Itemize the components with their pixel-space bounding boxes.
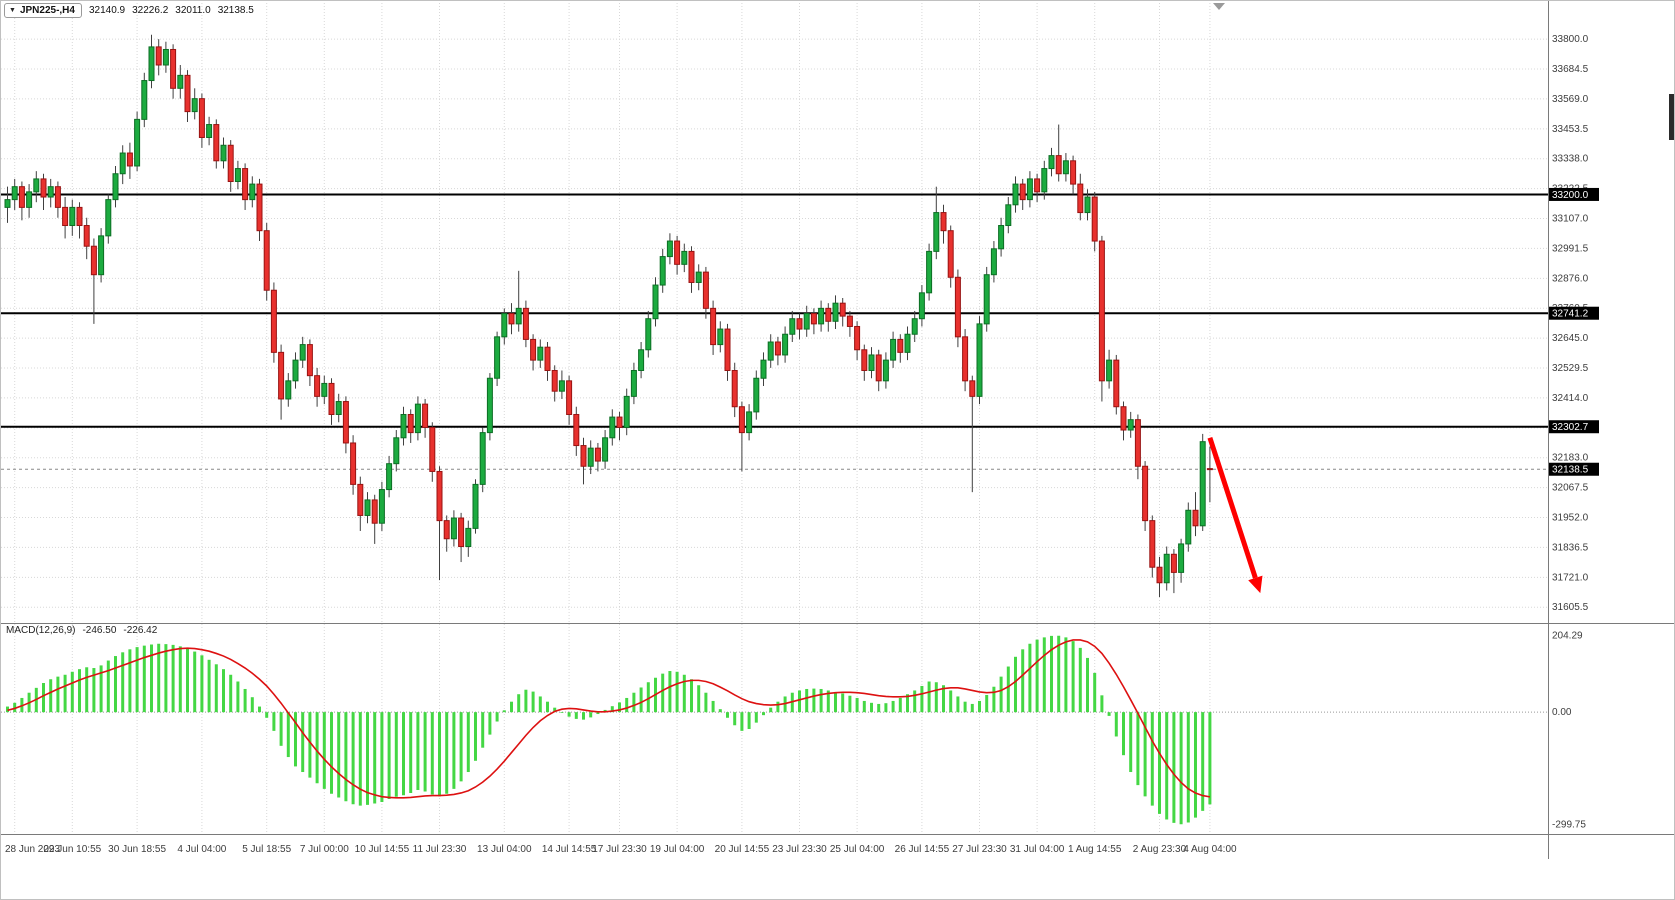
macd-indicator-label: MACD(12,26,9) -246.50 -226.42: [6, 625, 157, 636]
svg-text:23 Jul 23:30: 23 Jul 23:30: [772, 844, 827, 855]
svg-text:17 Jul 23:30: 17 Jul 23:30: [592, 844, 647, 855]
candles-layer: [4, 34, 1213, 597]
svg-text:32529.5: 32529.5: [1552, 363, 1589, 374]
svg-text:32302.7: 32302.7: [1552, 422, 1589, 433]
svg-text:33569.0: 33569.0: [1552, 94, 1589, 105]
svg-text:32183.0: 32183.0: [1552, 453, 1589, 464]
svg-text:32876.0: 32876.0: [1552, 273, 1589, 284]
ohlc-info-bar: ▼ JPN225-,H4 32140.9 32226.2 32011.0 321…: [4, 3, 254, 18]
svg-text:204.29: 204.29: [1552, 631, 1583, 642]
svg-text:31721.0: 31721.0: [1552, 572, 1589, 583]
svg-text:33107.0: 33107.0: [1552, 214, 1589, 225]
svg-text:32645.0: 32645.0: [1552, 333, 1589, 344]
ohlc-high-value: 32226.2: [132, 5, 169, 16]
svg-text:25 Jul 04:00: 25 Jul 04:00: [830, 844, 885, 855]
svg-text:33200.0: 33200.0: [1552, 190, 1589, 201]
price-axis[interactable]: 33800.033684.533569.033453.533338.033222…: [1549, 34, 1599, 830]
svg-text:32067.5: 32067.5: [1552, 483, 1589, 494]
chart-chrome: [1, 1, 1675, 859]
svg-text:32138.5: 32138.5: [1552, 465, 1589, 476]
symbol-selector[interactable]: ▼ JPN225-,H4: [4, 3, 82, 18]
svg-text:14 Jul 14:55: 14 Jul 14:55: [542, 844, 597, 855]
svg-text:26 Jul 14:55: 26 Jul 14:55: [895, 844, 950, 855]
svg-text:2 Aug 23:30: 2 Aug 23:30: [1133, 844, 1187, 855]
chart-shift-marker[interactable]: [1213, 3, 1225, 10]
svg-text:0.00: 0.00: [1552, 707, 1572, 718]
svg-text:4 Jul 04:00: 4 Jul 04:00: [177, 844, 226, 855]
svg-text:4 Aug 04:00: 4 Aug 04:00: [1183, 844, 1237, 855]
svg-text:20 Jul 14:55: 20 Jul 14:55: [715, 844, 770, 855]
svg-text:33800.0: 33800.0: [1552, 34, 1589, 45]
svg-text:30 Jun 18:55: 30 Jun 18:55: [108, 844, 166, 855]
scrollbar-thumb[interactable]: [1669, 94, 1675, 140]
svg-text:-299.75: -299.75: [1552, 819, 1586, 830]
svg-text:32414.0: 32414.0: [1552, 393, 1589, 404]
svg-text:28 Jun 2023: 28 Jun 2023: [5, 844, 60, 855]
svg-text:29 Jun 10:55: 29 Jun 10:55: [43, 844, 101, 855]
ohlc-open-value: 32140.9: [88, 5, 126, 16]
svg-text:7 Jul 00:00: 7 Jul 00:00: [300, 844, 349, 855]
svg-text:1 Aug 14:55: 1 Aug 14:55: [1068, 844, 1122, 855]
svg-text:5 Jul 18:55: 5 Jul 18:55: [242, 844, 291, 855]
svg-text:19 Jul 04:00: 19 Jul 04:00: [650, 844, 705, 855]
svg-text:31952.0: 31952.0: [1552, 513, 1589, 524]
svg-text:32741.2: 32741.2: [1552, 309, 1589, 320]
symbol-timeframe-label: JPN225-,H4: [19, 5, 75, 16]
svg-text:31 Jul 04:00: 31 Jul 04:00: [1010, 844, 1065, 855]
svg-text:31836.5: 31836.5: [1552, 542, 1589, 553]
trend-arrow-annotation[interactable]: [1207, 437, 1263, 594]
macd-name: MACD(12,26,9): [6, 625, 76, 636]
svg-text:31605.5: 31605.5: [1552, 602, 1589, 613]
macd-main-value: -246.50: [82, 625, 117, 636]
svg-text:32991.5: 32991.5: [1552, 243, 1589, 254]
macd-signal-value: -226.42: [123, 625, 158, 636]
svg-text:33453.5: 33453.5: [1552, 124, 1589, 135]
svg-text:33684.5: 33684.5: [1552, 64, 1589, 75]
ohlc-low-value: 32011.0: [175, 5, 211, 16]
svg-text:10 Jul 14:55: 10 Jul 14:55: [355, 844, 410, 855]
svg-text:13 Jul 04:00: 13 Jul 04:00: [477, 844, 532, 855]
macd-layer: [1, 635, 1548, 825]
svg-text:27 Jul 23:30: 27 Jul 23:30: [952, 844, 1007, 855]
chevron-down-icon: ▼: [9, 7, 16, 14]
ohlc-close-value: 32138.5: [217, 5, 254, 16]
svg-text:11 Jul 23:30: 11 Jul 23:30: [413, 844, 467, 855]
grid-lines: [1, 3, 1548, 833]
svg-text:33338.0: 33338.0: [1552, 154, 1589, 165]
